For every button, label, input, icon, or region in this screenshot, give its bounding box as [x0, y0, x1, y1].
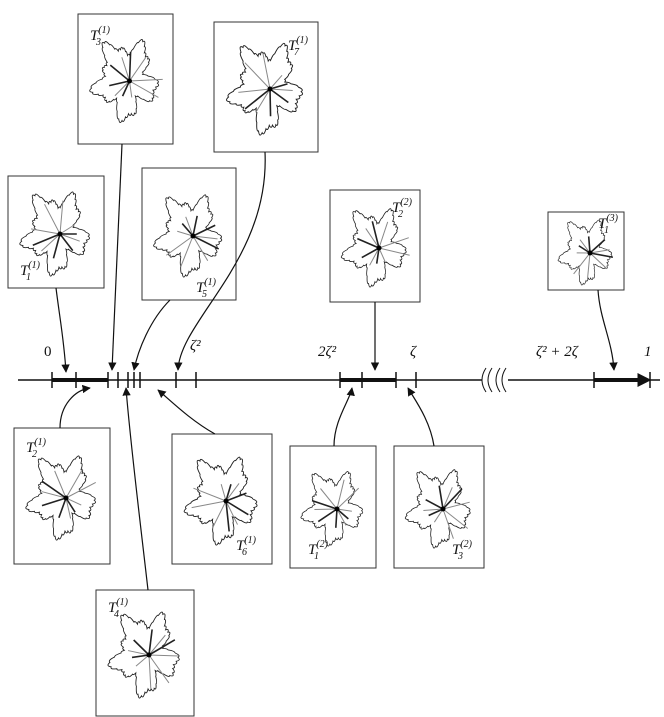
label-sup: (1) — [244, 535, 256, 546]
label-sup: (1) — [116, 597, 128, 608]
label-sup: (1) — [34, 437, 46, 448]
diagram: T(1)1 T(1)2 T(1)3 T(1)4 T(1)5 T(1)6 T(1)7 T(2)1… — [0, 0, 664, 717]
tree-root — [191, 234, 196, 239]
axis-label: 2ζ² — [318, 344, 337, 360]
tree-root — [127, 79, 132, 84]
arrow — [126, 388, 148, 590]
label-sub: 3 — [457, 551, 463, 562]
tree-root — [441, 507, 446, 512]
label-sup: (2) — [400, 197, 412, 208]
arrow — [158, 390, 215, 434]
label-sub: 6 — [242, 547, 247, 558]
tree-branch — [270, 89, 271, 116]
axis-label: ζ — [410, 344, 417, 360]
tree-branch — [314, 509, 337, 510]
panel-frame — [142, 168, 236, 300]
arrow — [112, 144, 122, 370]
arrow — [598, 290, 614, 370]
label-sup: (1) — [28, 260, 40, 271]
tree-root — [377, 246, 382, 251]
tree-branch — [130, 52, 131, 81]
label-sub: 2 — [32, 449, 37, 460]
tree-panel: T(3)1 — [548, 212, 624, 290]
axis-break — [482, 368, 506, 392]
tree-panel: T(2)1 — [290, 446, 376, 568]
arrow — [60, 388, 90, 428]
axis-label: 0 — [44, 344, 52, 360]
label-sub: 1 — [604, 225, 609, 236]
arrow — [134, 300, 170, 370]
label-sub: 4 — [114, 609, 119, 620]
label-sup: (3) — [606, 213, 618, 224]
tree-root — [147, 653, 152, 658]
tree-panel: T(1)5 — [142, 168, 236, 300]
axis-label: ζ² — [190, 338, 201, 354]
label-sub: 5 — [202, 289, 207, 300]
tree-panel: T(1)7 — [214, 22, 318, 152]
label-sup: (2) — [460, 539, 472, 550]
label-sup: (1) — [204, 277, 216, 288]
tree-panel: T(1)1 — [8, 176, 104, 288]
tree-panel: T(1)3 — [78, 14, 173, 144]
tree-root — [64, 496, 69, 501]
tree-root — [335, 507, 340, 512]
tree-panel: T(2)3 — [394, 446, 484, 568]
label-sub: 2 — [398, 209, 403, 220]
axis-label: ζ² + 2ζ — [536, 344, 579, 360]
label-sup: (2) — [316, 539, 328, 550]
tree-panel: T(2)2 — [330, 190, 420, 302]
label-sub: 1 — [314, 551, 319, 562]
axis — [18, 368, 660, 392]
tree-root — [58, 232, 63, 237]
label-sup: (1) — [296, 35, 308, 46]
tree-panel: T(1)4 — [96, 590, 194, 716]
axis-label: 1 — [644, 344, 652, 360]
tree-root — [224, 499, 229, 504]
tree-panel: T(1)2 — [14, 428, 110, 564]
tree-root — [588, 251, 593, 256]
tree-panel: T(1)6 — [172, 434, 272, 564]
label-sub: 1 — [26, 272, 31, 283]
label-sub: 3 — [95, 37, 101, 48]
tree-root — [268, 87, 273, 92]
arrow — [408, 388, 434, 446]
arrow — [56, 288, 66, 372]
arrow — [334, 388, 352, 446]
label-sup: (1) — [98, 25, 110, 36]
